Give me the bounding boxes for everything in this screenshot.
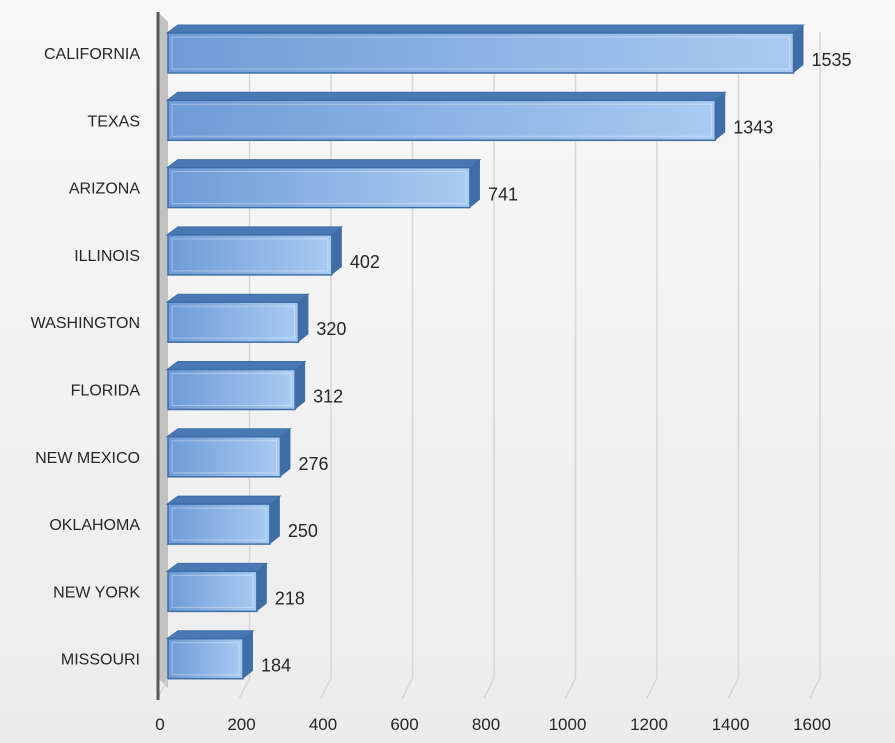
bar-top-face <box>165 91 727 101</box>
bar <box>165 226 344 276</box>
bar-top-face <box>165 630 255 640</box>
bar-top-face <box>165 562 269 572</box>
bar-side-face <box>295 361 306 410</box>
bar <box>165 630 255 680</box>
category-label: NEW MEXICO <box>35 450 140 467</box>
bar-side-face <box>242 630 253 679</box>
bar-highlight <box>171 103 712 137</box>
floor-gridline <box>646 677 658 699</box>
x-tick-label: 1200 <box>630 715 668 734</box>
bar-top-face <box>165 428 292 438</box>
bar-side-face <box>256 563 267 612</box>
bar <box>165 91 727 142</box>
bar-side-face <box>269 496 280 545</box>
side-wall <box>158 12 168 688</box>
bar <box>165 159 482 209</box>
bar-side-face <box>793 25 804 73</box>
data-label: 320 <box>316 319 346 339</box>
bars <box>165 24 805 680</box>
x-tick-label: 200 <box>227 715 255 734</box>
x-tick-label: 400 <box>309 715 337 734</box>
bar-side-face <box>715 92 726 141</box>
data-label: 1535 <box>812 50 852 70</box>
x-tick-label: 1400 <box>712 715 750 734</box>
bar-front-face <box>167 368 296 411</box>
bar-front-face <box>167 570 258 613</box>
bar <box>165 24 805 74</box>
bar-front-face <box>167 234 333 276</box>
bar <box>165 495 282 545</box>
category-label: CALIFORNIA <box>44 46 140 63</box>
x-tick-label: 1000 <box>549 715 587 734</box>
bar-top-face <box>165 293 310 303</box>
bar-front-face <box>167 436 282 478</box>
floor-gridline <box>320 677 332 699</box>
bar-highlight <box>171 440 277 474</box>
bar-front-face <box>167 99 717 142</box>
floor-gridline <box>483 677 495 699</box>
category-label: ILLINOIS <box>74 248 140 265</box>
category-label: NEW YORK <box>53 584 140 601</box>
category-label: TEXAS <box>88 113 140 130</box>
bar-top-face <box>165 226 344 236</box>
bar-top-face <box>165 159 482 169</box>
category-label: ARIZONA <box>69 181 140 198</box>
bar-side-face <box>469 159 480 208</box>
bar <box>165 562 269 613</box>
floor-gridline <box>401 677 414 699</box>
x-tick-label: 0 <box>155 715 164 734</box>
labels: 0 200 400 600 800 1000 1200 1400 1600 CALIFORNIA 1… <box>31 46 852 734</box>
data-label: 184 <box>261 656 291 676</box>
bar-top-face <box>165 24 805 34</box>
category-label: WASHINGTON <box>31 315 140 332</box>
bar-highlight <box>171 642 240 676</box>
bar-highlight <box>171 171 467 205</box>
chart-wall <box>158 12 168 688</box>
floor-gridline <box>238 677 251 699</box>
category-label: OKLAHOMA <box>49 517 140 534</box>
floor-gridline <box>727 677 740 699</box>
bar-highlight <box>171 238 329 272</box>
bar-highlight <box>171 574 254 608</box>
bar <box>165 293 310 343</box>
bar-side-face <box>331 226 342 275</box>
floor-gridline <box>564 677 577 699</box>
bar-highlight <box>171 36 791 70</box>
data-label: 1343 <box>733 117 773 137</box>
data-label: 312 <box>313 387 343 407</box>
bar-side-face <box>280 428 291 477</box>
data-label: 741 <box>488 185 518 205</box>
bar-highlight <box>171 373 292 406</box>
data-label: 250 <box>288 521 318 541</box>
data-label: 218 <box>275 588 305 608</box>
bar-front-face <box>167 301 300 343</box>
x-tick-label: 600 <box>390 715 418 734</box>
bar-top-face <box>165 495 282 505</box>
category-label: MISSOURI <box>61 652 140 669</box>
bar-front-face <box>167 32 795 74</box>
bar-front-face <box>167 637 244 680</box>
data-label: 402 <box>350 252 380 272</box>
floor-gridline <box>157 677 169 699</box>
x-tick-label: 800 <box>472 715 500 734</box>
bar-top-face <box>165 361 307 370</box>
data-label: 276 <box>298 454 328 474</box>
bar-side-face <box>298 294 309 343</box>
bar <box>165 361 307 411</box>
floor-gridline <box>809 677 821 699</box>
bar-front-face <box>167 503 271 545</box>
bar <box>165 428 292 478</box>
x-tick-label: 1600 <box>793 715 831 734</box>
category-label: FLORIDA <box>71 383 141 400</box>
bar-highlight <box>171 305 295 339</box>
bar-highlight <box>171 507 267 541</box>
bar-front-face <box>167 166 471 209</box>
